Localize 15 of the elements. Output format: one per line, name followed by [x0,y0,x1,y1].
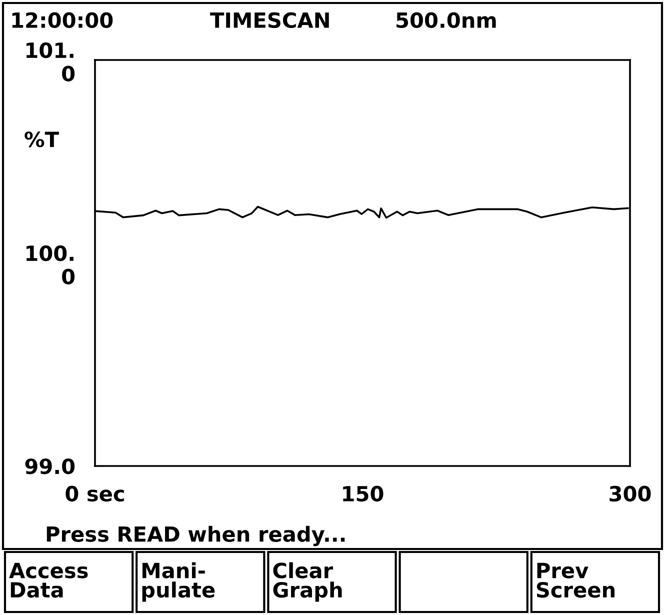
y-tick-label: 99.0 [25,458,75,474]
text: Clear Graph [273,562,342,602]
text: 12:00:00 [12,12,113,28]
y-tick-label: 101.0 [26,42,75,82]
text: Mani- pulate [142,562,215,602]
text: Prev Screen [536,562,614,598]
chart-subtitle: 500.0nm [396,12,496,28]
y-axis-title: %T [24,131,59,148]
y-tick-label: 100.0 [26,245,75,284]
x-tick-label: 300 [610,486,651,502]
chart-title: TIMESCAN [210,12,329,28]
text: Access Data [9,562,88,598]
x-tick-label: 150 [343,486,384,502]
x-tick-label: 0 sec [66,486,124,502]
text: Press READ when ready... [46,526,345,546]
